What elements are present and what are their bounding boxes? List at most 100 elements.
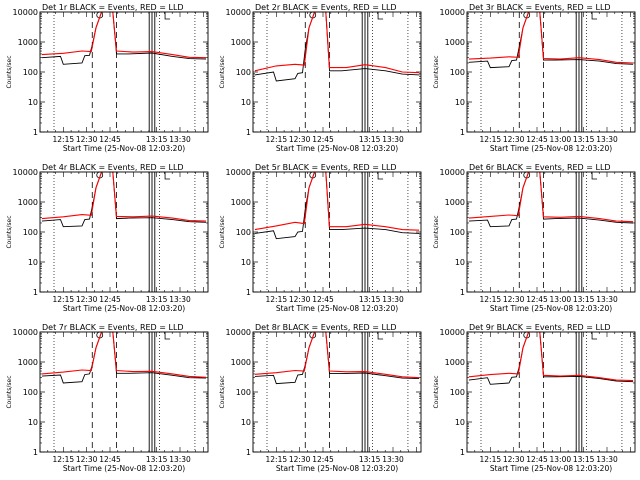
y-tick-label: 1 (460, 128, 465, 137)
x-tick-label: 12:15 (480, 455, 502, 464)
x-tick-label: 12:30 (76, 295, 98, 304)
panel-8: Det 8r BLACK = Events, RED = LLD Counts/s… (219, 323, 422, 473)
lld-series-line (41, 331, 207, 378)
panel-title: Det 2r BLACK = Events, RED = LLD (255, 3, 397, 12)
y-tick-label: 10000 (13, 168, 38, 177)
x-tick-label: 12:45 (526, 455, 548, 464)
events-series-line (468, 171, 634, 228)
y-tick-label: 100 (450, 388, 465, 397)
x-axis-label: Start Time (25-Nov-08 12:03:20) (276, 464, 398, 473)
annotation-bracket (591, 332, 598, 340)
y-tick-label: 10 (28, 418, 38, 427)
plot-frame (252, 11, 422, 133)
y-tick-label: 1 (33, 128, 38, 137)
annotation-bracket (164, 12, 171, 20)
y-tick-label: 100 (450, 68, 465, 77)
y-tick-label: 1000 (18, 198, 38, 207)
x-tick-label: 12:45 (312, 135, 334, 144)
y-tick-label: 1 (246, 288, 251, 297)
x-tick-label: 13:30 (382, 295, 404, 304)
x-tick-label: 12:15 (480, 295, 502, 304)
y-tick-label: 1000 (18, 38, 38, 47)
annotation-bracket (591, 172, 598, 180)
y-tick-label: 10 (455, 98, 465, 107)
y-tick-label: 10000 (226, 8, 251, 17)
lld-series-line (254, 11, 420, 74)
x-tick-label: 12:30 (289, 295, 311, 304)
y-tick-label: 1 (460, 448, 465, 457)
y-axis-label: Counts/sec (433, 215, 440, 248)
plot-frame (39, 171, 209, 293)
lld-series-line (468, 331, 634, 382)
y-axis-label: Counts/sec (6, 55, 13, 88)
x-tick-label: 12:30 (503, 135, 525, 144)
x-tick-label: 12:15 (53, 135, 75, 144)
lld-series-line (254, 331, 420, 379)
y-tick-label: 10000 (226, 328, 251, 337)
x-tick-label: 13:30 (596, 455, 618, 464)
x-tick-label: 12:15 (266, 455, 288, 464)
x-tick-label: 12:30 (503, 295, 525, 304)
y-tick-label: 10000 (440, 328, 465, 337)
y-tick-label: 10000 (226, 168, 251, 177)
y-tick-label: 100 (23, 228, 38, 237)
panel-title: Det 9r BLACK = Events, RED = LLD (469, 323, 611, 332)
y-tick-label: 100 (23, 68, 38, 77)
y-tick-label: 1000 (445, 198, 465, 207)
y-tick-label: 1 (246, 128, 251, 137)
y-tick-label: 10000 (440, 8, 465, 17)
y-tick-label: 100 (23, 388, 38, 397)
panel-6: Det 6r BLACK = Events, RED = LLD Counts/s… (433, 163, 636, 313)
x-axis-label: Start Time (25-Nov-08 12:03:20) (490, 144, 612, 153)
y-tick-label: 1 (33, 288, 38, 297)
x-tick-label: 13:15 (359, 455, 381, 464)
events-series-line (254, 11, 420, 82)
lld-series-line (468, 171, 634, 223)
y-tick-label: 1000 (231, 38, 251, 47)
y-tick-label: 100 (236, 388, 251, 397)
x-tick-label: 12:15 (480, 135, 502, 144)
y-tick-label: 1000 (231, 198, 251, 207)
x-tick-label: 13:30 (382, 455, 404, 464)
y-axis-label: Counts/sec (6, 375, 13, 408)
x-tick-label: 13:15 (146, 455, 168, 464)
x-tick-label: 13:15 (573, 295, 595, 304)
panel-title: Det 3r BLACK = Events, RED = LLD (469, 3, 611, 12)
y-tick-label: 10 (28, 258, 38, 267)
panel-1: Det 1r BLACK = Events, RED = LLD Counts/s… (6, 3, 209, 153)
x-tick-label: 13:00 (550, 455, 572, 464)
x-tick-label: 12:45 (312, 455, 334, 464)
annotation-bracket (164, 332, 171, 340)
annotation-bracket (377, 332, 384, 340)
x-axis-label: Start Time (25-Nov-08 12:03:20) (490, 464, 612, 473)
panel-9: Det 9r BLACK = Events, RED = LLD Counts/s… (433, 323, 636, 473)
y-tick-label: 1000 (445, 38, 465, 47)
y-axis-label: Counts/sec (433, 55, 440, 88)
lld-series-line (468, 11, 634, 64)
y-tick-label: 1000 (445, 358, 465, 367)
lld-series-line (41, 11, 207, 59)
events-series-line (468, 331, 634, 385)
x-tick-label: 12:15 (53, 455, 75, 464)
x-tick-label: 13:30 (596, 135, 618, 144)
panel-title: Det 8r BLACK = Events, RED = LLD (255, 323, 397, 332)
panel-4: Det 4r BLACK = Events, RED = LLD Counts/s… (6, 163, 209, 313)
plot-frame (252, 171, 422, 293)
x-tick-label: 13:30 (596, 295, 618, 304)
lld-series-line (41, 171, 207, 222)
panel-title: Det 5r BLACK = Events, RED = LLD (255, 163, 397, 172)
y-tick-label: 10 (455, 258, 465, 267)
x-tick-label: 12:45 (99, 295, 121, 304)
y-axis-label: Counts/sec (219, 55, 226, 88)
x-tick-label: 13:30 (169, 135, 191, 144)
x-tick-label: 12:45 (99, 455, 121, 464)
y-tick-label: 10000 (440, 168, 465, 177)
panel-3: Det 3r BLACK = Events, RED = LLD Counts/s… (433, 3, 636, 153)
annotation-bracket (377, 12, 384, 20)
x-tick-label: 12:45 (526, 135, 548, 144)
x-tick-label: 13:30 (169, 295, 191, 304)
y-axis-label: Counts/sec (219, 215, 226, 248)
panel-2: Det 2r BLACK = Events, RED = LLD Counts/s… (219, 3, 422, 153)
x-tick-label: 12:30 (76, 455, 98, 464)
